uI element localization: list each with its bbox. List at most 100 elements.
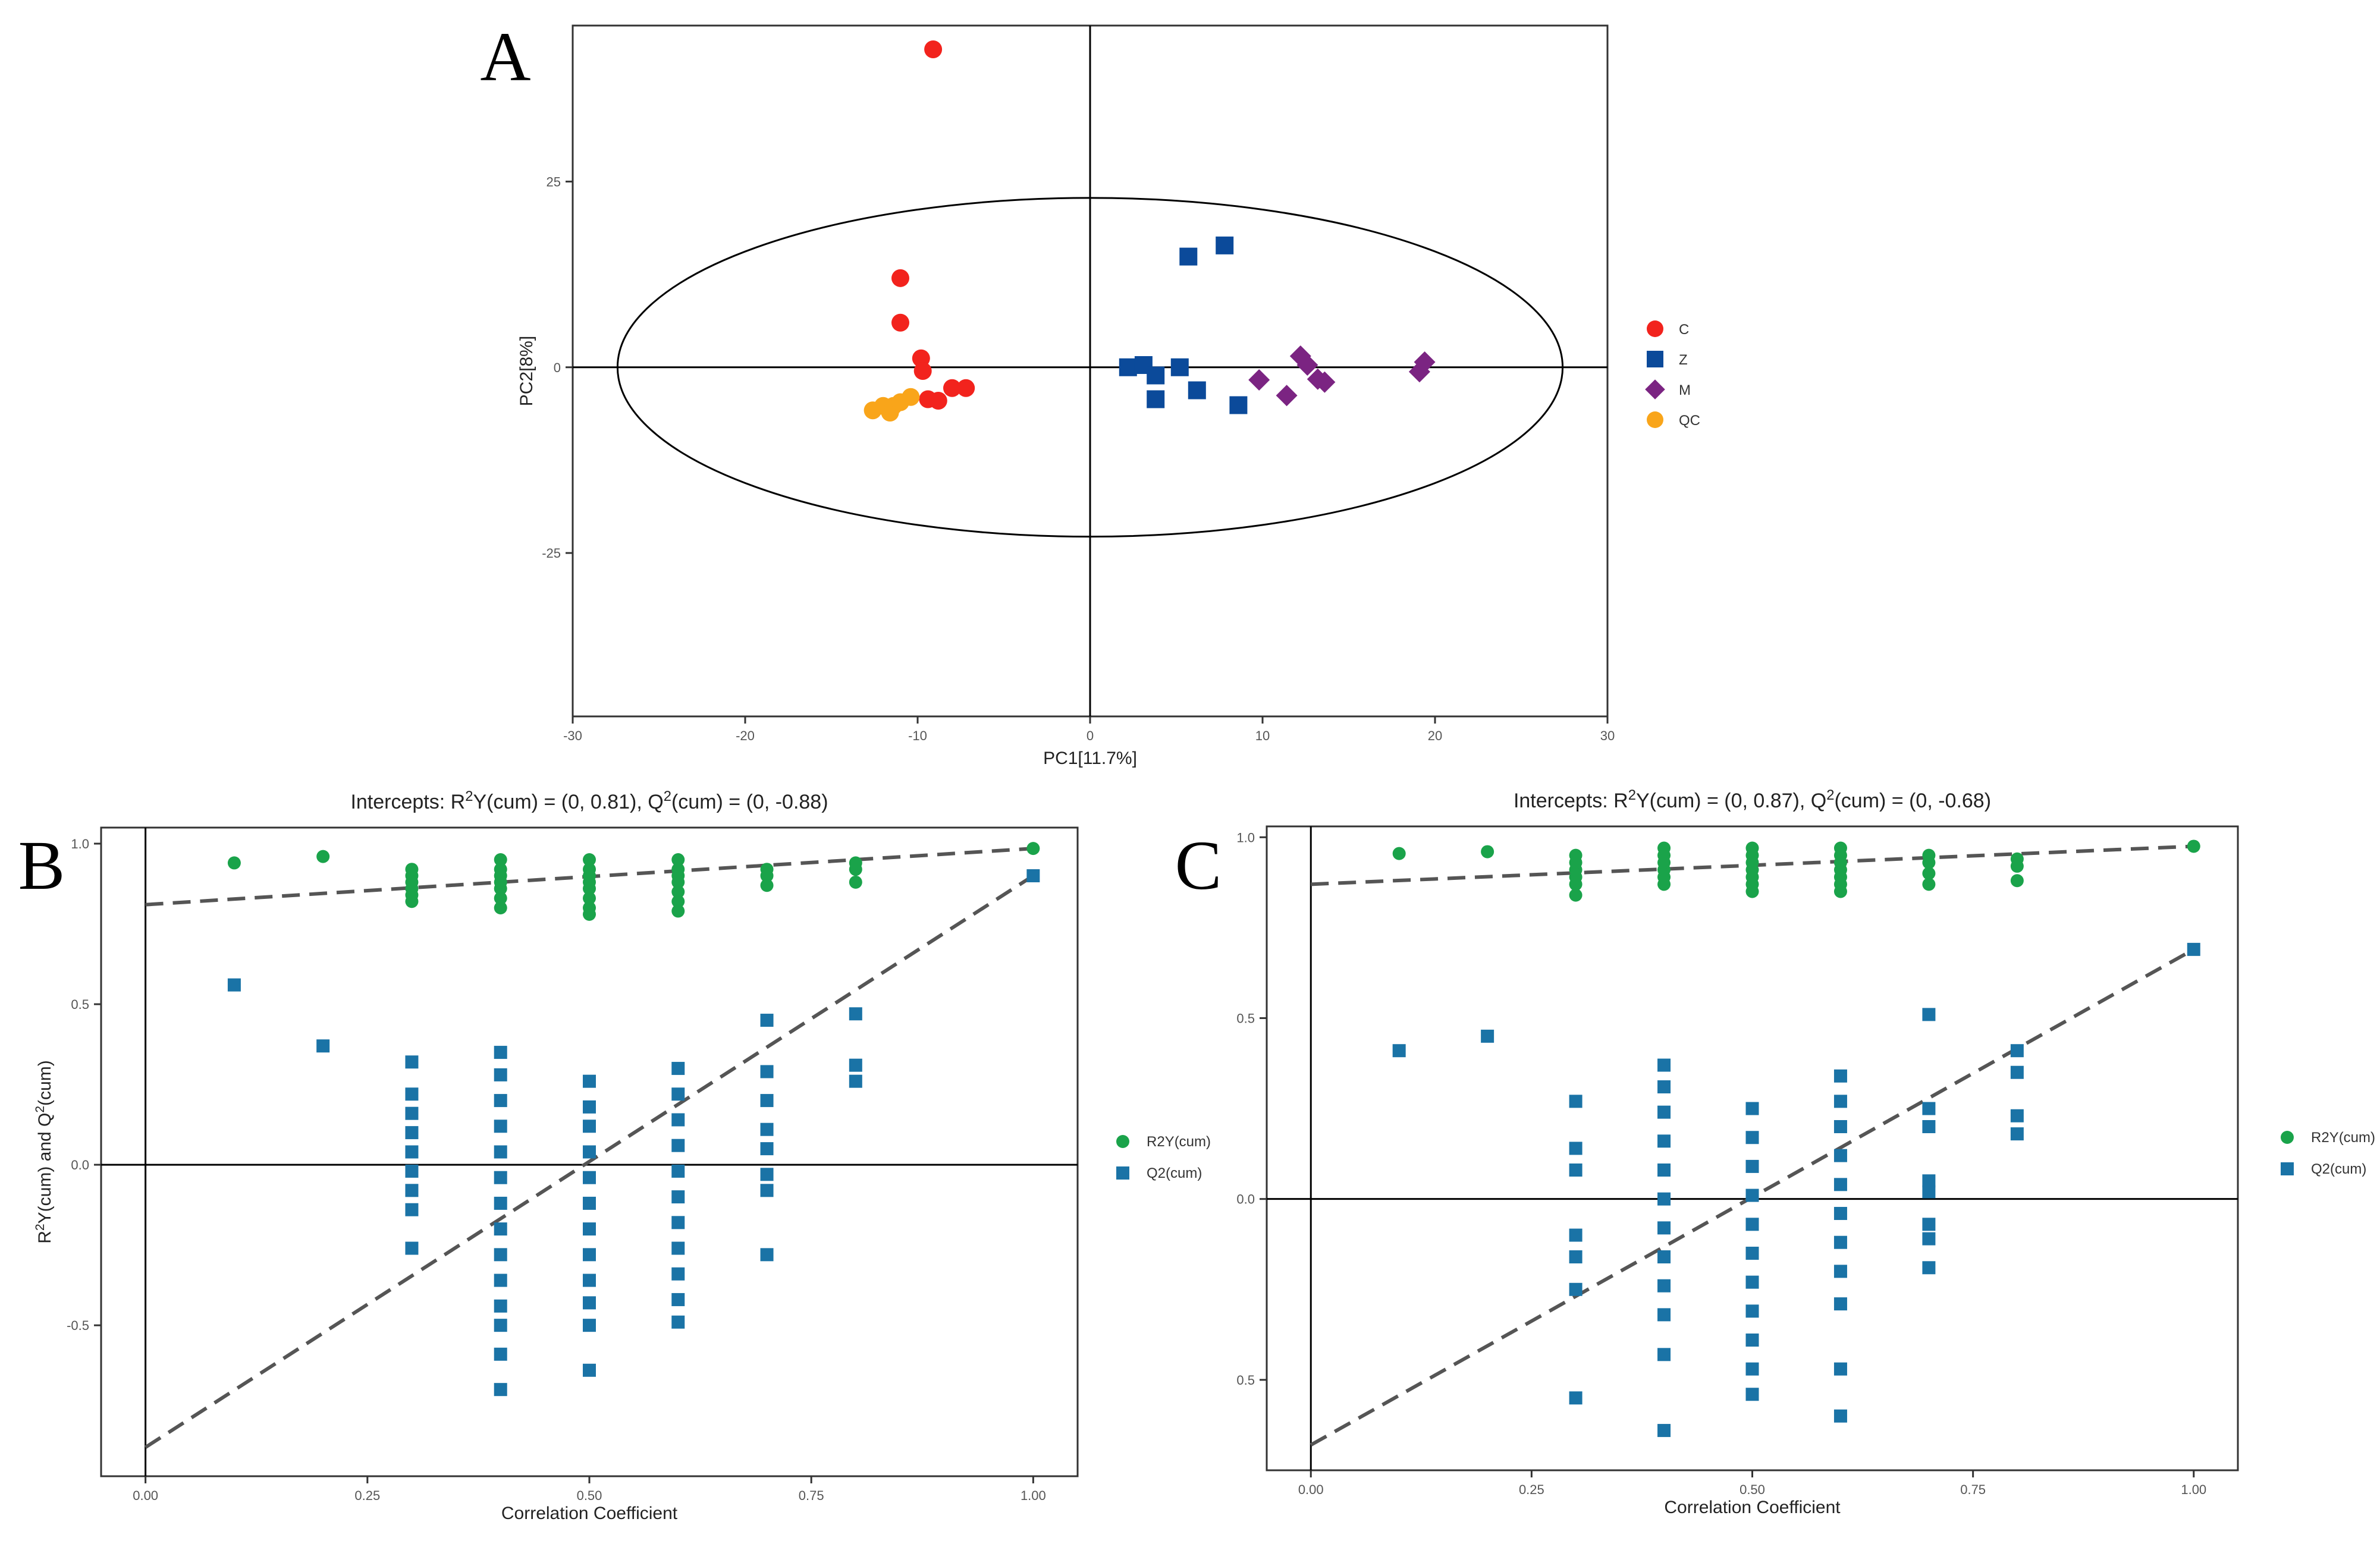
data-point-q2( [1657,1221,1671,1235]
data-point-q2( [494,1171,507,1184]
data-point-q2( [227,978,241,992]
data-point-q2( [2010,1127,2024,1141]
data-point-q2( [1922,1102,1936,1115]
data-point-q2( [1745,1246,1759,1260]
data-point-r2y [671,853,685,867]
data-point-q2( [405,1184,419,1197]
y-tick-label: 0.5 [71,997,89,1012]
data-point-q2( [1569,1228,1583,1242]
data-point-r2y [1569,888,1583,902]
data-point-q2( [760,1168,774,1181]
data-point-r2y [1026,842,1040,856]
panel-c-permutation-plot: C Intercepts: R2Y(cum) = (0, 0.87), Q2(cu… [1175,787,2375,1518]
y-axis-title: PC2[8%] [517,336,536,406]
data-point-q2( [583,1074,596,1088]
legend-marker-c [1647,320,1663,337]
data-point-r2y [1745,841,1759,855]
data-point-q2( [671,1190,685,1204]
data-point-q2( [1833,1207,1847,1221]
data-point-q2( [583,1171,596,1184]
legend-label-z: Z [1679,352,1688,368]
data-point-r2y [2010,874,2024,888]
data-point-q2( [760,1248,774,1262]
data-point-q2( [1833,1362,1847,1376]
x-tick-label: 30 [1600,728,1615,743]
legend-marker-q2( [1116,1166,1129,1180]
data-point-q2( [1745,1362,1759,1376]
data-point-q2( [1833,1178,1847,1191]
data-point-q2( [1922,1174,1936,1188]
data-point-q2( [405,1145,419,1159]
data-point-q2( [405,1203,419,1216]
series-m [1248,345,1436,407]
data-point-m [1296,354,1318,376]
data-point-r2y [1569,848,1583,862]
data-point-r2y [1392,847,1406,860]
y-tick-label: 1.0 [71,837,89,851]
panel-label-b: B [18,826,65,904]
data-point-q2( [583,1273,596,1287]
x-tick-label: -30 [563,728,582,743]
data-point-q2( [405,1164,419,1178]
series-q2( [227,869,1040,1397]
data-point-q2( [494,1273,507,1287]
x-axis-title: Correlation Coefficient [501,1504,678,1523]
data-point-q2( [405,1055,419,1069]
chart-title: Intercepts: R2Y(cum) = (0, 0.81), Q2(cum… [350,788,828,814]
data-point-c [957,379,975,397]
data-point-q2( [1569,1095,1583,1108]
x-tick-label: -10 [908,728,927,743]
data-point-q2( [1922,1120,1936,1133]
data-point-z [1147,366,1165,385]
data-point-q2( [671,1241,685,1255]
y-tick-label: -25 [542,546,561,561]
data-point-q2( [671,1315,685,1329]
legend-label-m: M [1679,382,1691,398]
data-point-r2y [849,875,862,889]
y-tick-label: -0.5 [67,1318,89,1333]
data-point-q2( [1745,1188,1759,1202]
legend-marker-r2y [2281,1131,2294,1144]
data-point-r2y [494,891,507,905]
data-point-q2( [494,1145,507,1159]
data-point-r2y [1922,867,1936,881]
data-point-q2( [583,1100,596,1114]
data-point-q2( [1833,1297,1847,1311]
legend-marker-qc [1647,411,1663,428]
data-point-q2( [1657,1080,1671,1094]
data-point-r2y [1922,848,1936,862]
data-point-q2( [494,1299,507,1313]
data-point-q2( [583,1196,596,1210]
data-point-q2( [1657,1308,1671,1322]
data-point-r2y [1922,878,1936,891]
data-point-z [1119,358,1137,376]
data-point-q2( [671,1293,685,1306]
data-point-q2( [583,1145,596,1159]
data-point-q2( [1833,1235,1847,1249]
data-point-q2( [494,1196,507,1210]
data-point-r2y [1481,845,1494,859]
data-point-r2y [1657,841,1671,855]
data-point-q2( [583,1248,596,1262]
data-point-q2( [671,1087,685,1101]
y-tick-label: 0.5 [1236,1011,1255,1026]
data-point-z [1216,236,1234,254]
y-tick-label: 0.5 [1236,1373,1255,1388]
x-tick-label: 0.50 [1740,1482,1765,1497]
x-tick-label: 20 [1428,728,1442,743]
data-point-c [891,313,909,332]
data-point-r2y [494,853,507,867]
x-tick-label: 0.00 [1298,1482,1324,1497]
data-point-q2( [1657,1192,1671,1206]
series-qc [864,388,920,422]
data-point-q2( [1833,1409,1847,1423]
data-point-q2( [405,1106,419,1120]
data-point-c [943,379,961,397]
data-point-r2y [227,856,241,870]
data-point-q2( [2010,1065,2024,1079]
data-point-r2y [583,853,596,867]
data-point-z [1229,396,1248,414]
legend: CZM QC [1645,320,1700,429]
x-axis-title: Correlation Coefficient [1664,1498,1841,1517]
data-point-q2( [1922,1185,1936,1199]
